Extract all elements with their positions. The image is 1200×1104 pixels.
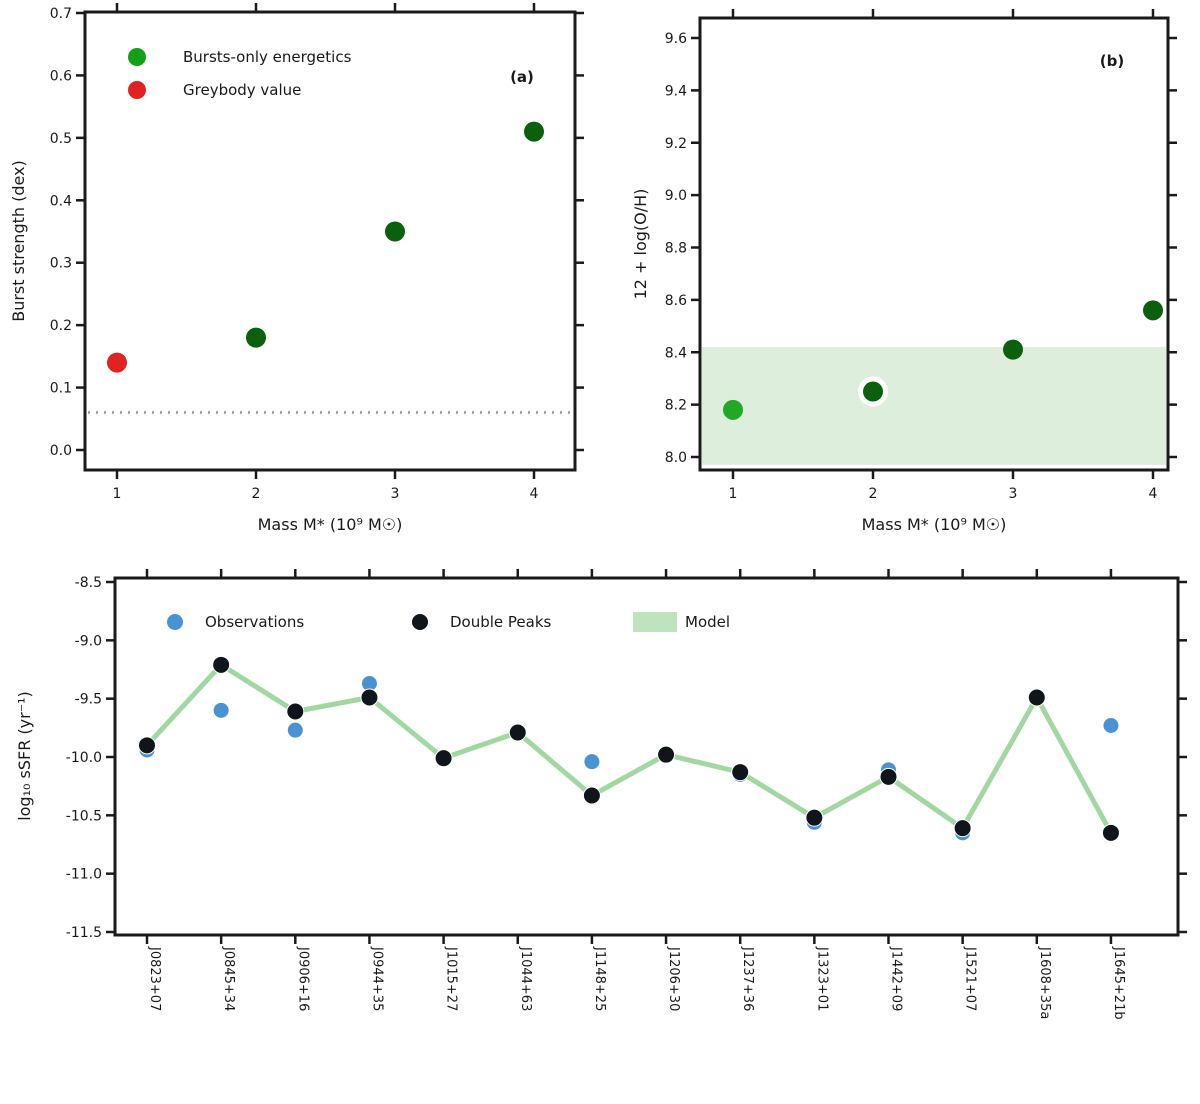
panel-letter: (b)	[1100, 52, 1124, 70]
double-peak-point	[731, 763, 750, 782]
x-tick-label: 4	[1149, 486, 1158, 502]
x-category-label: J0845+34	[221, 946, 236, 1011]
x-category-label: J1148+25	[592, 946, 607, 1011]
data-point	[863, 381, 883, 402]
data-point	[385, 221, 405, 242]
shaded-band	[702, 347, 1166, 465]
double-peak-point	[434, 749, 453, 768]
x-category-label: J1645+21b	[1111, 946, 1126, 1020]
y-tick-label: -11.5	[66, 925, 102, 941]
legend-marker	[412, 614, 428, 630]
y-axis-label: log₁₀ sSFR (yr⁻¹)	[15, 691, 34, 821]
double-peak-point	[212, 655, 231, 674]
y-tick-label: 8.6	[665, 293, 687, 309]
x-category-label: J0944+35	[369, 946, 384, 1011]
x-tick-label: 3	[391, 486, 400, 502]
x-tick-label: 4	[530, 486, 539, 502]
y-tick-label: 9.2	[665, 136, 687, 152]
x-category-label: J1521+07	[963, 946, 978, 1011]
x-category-label: J0823+07	[147, 946, 162, 1011]
y-tick-label: 8.0	[665, 450, 687, 466]
x-category-label: J0906+16	[295, 946, 310, 1011]
data-point	[107, 352, 127, 373]
double-peak-point	[360, 688, 379, 707]
panel_a-frame	[83, 10, 577, 472]
x-axis-label: Mass M* (10⁹ M☉)	[862, 515, 1007, 534]
x-category-label: J1206+30	[666, 946, 681, 1011]
y-tick-label: 0.5	[50, 131, 72, 147]
x-tick-label: 2	[869, 486, 878, 502]
legend-label: Double Peaks	[450, 613, 552, 631]
double-peak-point	[138, 736, 156, 755]
double-peak-point	[508, 723, 527, 742]
double-peak-point	[1027, 688, 1046, 707]
data-point	[1143, 300, 1163, 321]
model-line	[144, 662, 1114, 836]
observation-point	[584, 754, 600, 770]
double-peak-point	[582, 786, 601, 805]
y-axis-label: Burst strength (dex)	[9, 160, 28, 322]
x-category-label: J1323+01	[814, 946, 829, 1011]
data-point	[723, 399, 743, 420]
y-tick-label: 0.6	[50, 68, 72, 84]
x-tick-label: 1	[113, 486, 122, 502]
x-tick-label: 1	[729, 486, 738, 502]
x-category-label: J1442+09	[889, 946, 904, 1011]
double-peak-point	[953, 819, 972, 838]
x-tick-label: 3	[1009, 486, 1018, 502]
observation-point	[1103, 718, 1119, 733]
y-tick-label: 8.8	[665, 241, 687, 257]
observation-point	[213, 702, 229, 718]
x-tick-label: 2	[252, 486, 261, 502]
y-tick-label: 8.2	[665, 398, 687, 414]
x-category-label: J1237+36	[740, 946, 755, 1011]
double-peak-point	[805, 808, 824, 827]
y-tick-label: 0.1	[50, 381, 72, 397]
y-tick-label: -10.0	[66, 750, 102, 766]
y-tick-label: 0.2	[50, 318, 72, 334]
observation-point	[361, 676, 377, 691]
double-peak-point	[286, 702, 305, 721]
y-tick-label: 0.3	[50, 256, 72, 272]
legend-marker	[128, 81, 146, 99]
x-axis-label: Mass M* (10⁹ M☉)	[258, 515, 403, 534]
panel-letter: (a)	[510, 68, 534, 86]
data-point	[524, 121, 544, 142]
y-tick-label: -10.5	[66, 808, 102, 824]
legend-label: Model	[685, 613, 730, 631]
y-tick-label: 0.0	[50, 443, 72, 459]
y-tick-label: 0.4	[50, 193, 72, 209]
legend-label: Greybody value	[183, 81, 301, 99]
y-tick-label: -11.0	[66, 867, 102, 883]
y-tick-label: 9.6	[665, 31, 687, 47]
y-tick-label: -9.0	[75, 633, 102, 649]
double-peak-point	[1101, 823, 1120, 842]
legend-marker	[167, 614, 183, 630]
y-tick-label: 9.0	[665, 188, 687, 204]
data-point	[246, 327, 266, 348]
legend-marker	[128, 48, 146, 66]
legend-label: Observations	[205, 613, 304, 631]
double-peak-point	[657, 745, 676, 764]
y-tick-label: 8.4	[665, 345, 687, 361]
data-point	[1003, 339, 1023, 360]
x-category-label: J1015+27	[444, 946, 459, 1011]
y-tick-label: -8.5	[75, 575, 102, 591]
double-peak-point	[879, 767, 898, 786]
x-category-label: J1044+63	[518, 946, 533, 1011]
x-category-label: J1608+35a	[1037, 946, 1052, 1019]
legend-label: Bursts-only energetics	[183, 48, 352, 66]
y-tick-label: 0.7	[50, 6, 72, 22]
observation-point	[287, 722, 303, 738]
y-axis-label: 12 + log(O/H)	[631, 189, 650, 300]
y-tick-label: 9.4	[665, 83, 687, 99]
panel_b-frame	[698, 16, 1170, 472]
legend-patch	[633, 612, 677, 632]
y-tick-label: -9.5	[75, 692, 102, 708]
